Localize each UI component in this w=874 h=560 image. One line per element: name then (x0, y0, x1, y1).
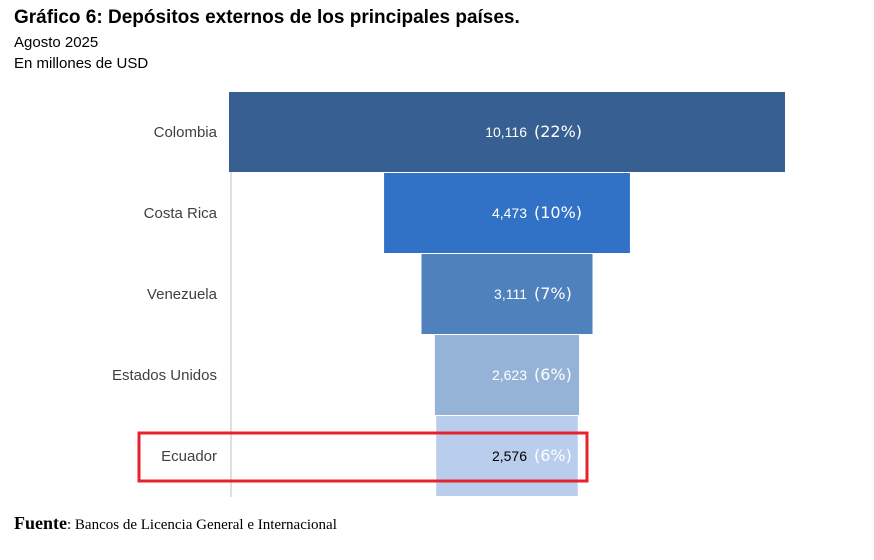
value-label: 2,623 (492, 367, 527, 383)
source-note: Fuente: Bancos de Licencia General e Int… (14, 513, 337, 534)
source-label: Fuente (14, 513, 67, 533)
chart-title: Gráfico 6: Depósitos externos de los pri… (14, 7, 520, 28)
share-label: (7%) (534, 284, 572, 303)
share-label: (22%) (534, 122, 582, 141)
value-label: 4,473 (492, 205, 527, 221)
category-label: Estados Unidos (112, 367, 217, 384)
bar (229, 92, 785, 172)
chart-subtitle: Agosto 2025 (14, 34, 99, 51)
bar (421, 254, 593, 334)
bar (436, 416, 578, 496)
source-text: : Bancos de Licencia General e Internaci… (67, 517, 337, 533)
funnel-chart: Colombia 10,116 (22%) Costa Rica 4,473 (10%) V… (112, 92, 785, 497)
category-label: Costa Rica (144, 205, 218, 222)
category-label: Venezuela (147, 286, 218, 303)
share-label: (6%) (534, 446, 572, 465)
value-label: 3,111 (494, 286, 527, 302)
bar (434, 335, 580, 415)
chart-unit: En millones de USD (14, 55, 149, 72)
share-label: (6%) (534, 365, 572, 384)
bar (384, 173, 630, 253)
value-label: 2,576 (492, 448, 527, 464)
share-label: (10%) (534, 203, 582, 222)
value-label: 10,116 (485, 124, 527, 140)
highlight-box (137, 431, 589, 483)
category-label: Colombia (154, 124, 218, 141)
category-label: Ecuador (161, 448, 217, 465)
